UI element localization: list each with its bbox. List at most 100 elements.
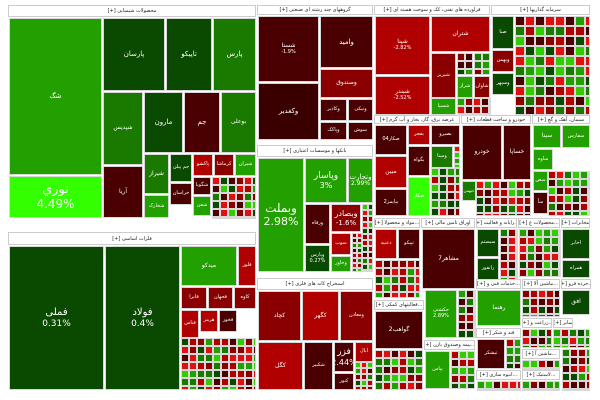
small-stock-tile[interactable] xyxy=(565,56,575,66)
small-stock-tile[interactable] xyxy=(556,187,564,195)
small-stock-tile[interactable] xyxy=(559,269,561,277)
small-stock-tile[interactable] xyxy=(514,347,521,355)
small-stock-tile[interactable] xyxy=(357,248,362,253)
small-stock-tile[interactable] xyxy=(482,61,490,69)
small-stock-tile[interactable] xyxy=(355,362,361,368)
small-stock-tile[interactable] xyxy=(538,345,546,348)
small-stock-tile[interactable] xyxy=(548,203,556,211)
small-stock-tile[interactable] xyxy=(489,106,491,114)
small-stock-tile[interactable] xyxy=(556,211,564,216)
small-stock-tile[interactable] xyxy=(407,366,415,374)
small-stock-tile[interactable] xyxy=(500,213,508,216)
sector-header-food[interactable]: ...محصولات غ [+] xyxy=(518,218,560,228)
small-stock-tile[interactable] xyxy=(447,208,455,216)
small-stock-tile[interactable] xyxy=(482,53,490,61)
small-stock-tile[interactable] xyxy=(516,229,518,237)
small-stock-tile[interactable] xyxy=(455,200,460,208)
stock-tile-saveh[interactable]: ساوه xyxy=(533,149,553,170)
small-stock-tile[interactable] xyxy=(473,114,481,116)
small-stock-tile[interactable] xyxy=(465,98,473,106)
small-stock-tile[interactable] xyxy=(368,210,373,216)
small-stock-tile[interactable] xyxy=(355,368,361,374)
small-stock-tile[interactable] xyxy=(236,209,244,217)
small-stock-tile[interactable] xyxy=(546,381,554,389)
stock-tile-folouz[interactable]: فلوز xyxy=(238,246,256,286)
small-stock-tile[interactable] xyxy=(197,378,205,386)
stock-tile-bgavah[interactable]: بگواه xyxy=(408,146,430,176)
small-stock-tile[interactable] xyxy=(516,237,518,245)
small-stock-tile[interactable] xyxy=(578,365,586,373)
small-stock-tile[interactable] xyxy=(399,276,407,284)
small-stock-tile[interactable] xyxy=(492,189,500,197)
small-stock-tile[interactable] xyxy=(545,106,555,115)
small-stock-tile[interactable] xyxy=(361,380,367,386)
small-stock-tile[interactable] xyxy=(457,61,465,69)
small-stock-tile[interactable] xyxy=(538,337,546,345)
stock-tile-shetran[interactable]: شتران xyxy=(431,16,490,52)
stock-tile-ebal[interactable]: ابال xyxy=(355,342,373,362)
small-stock-tile[interactable] xyxy=(546,360,554,368)
small-stock-tile[interactable] xyxy=(515,26,525,36)
stock-tile-vkhavar[interactable]: وخاور xyxy=(331,256,351,272)
stock-tile-bouali[interactable]: بوعلی xyxy=(221,92,256,153)
stock-tile-bpaymz2[interactable]: بپایمز2 xyxy=(375,189,407,216)
small-stock-tile[interactable] xyxy=(229,338,237,346)
small-stock-tile[interactable] xyxy=(415,366,423,374)
small-stock-tile[interactable] xyxy=(205,370,213,378)
small-stock-tile[interactable] xyxy=(578,373,586,381)
sector-header-rubber[interactable]: ...لاستیک [+] xyxy=(522,370,560,380)
small-stock-tile[interactable] xyxy=(527,253,535,261)
small-stock-tile[interactable] xyxy=(455,176,460,184)
small-stock-tile[interactable] xyxy=(362,234,368,240)
small-stock-tile[interactable] xyxy=(575,96,585,106)
small-stock-tile[interactable] xyxy=(447,184,455,192)
small-stock-tile[interactable] xyxy=(352,233,357,238)
small-stock-tile[interactable] xyxy=(474,61,482,69)
small-stock-tile[interactable] xyxy=(554,360,560,368)
small-stock-tile[interactable] xyxy=(545,76,555,86)
small-stock-tile[interactable] xyxy=(580,203,588,211)
small-stock-tile[interactable] xyxy=(515,96,525,106)
stock-tile-shag[interactable]: شگ xyxy=(9,18,102,175)
stock-tile-hamrah[interactable]: همراه xyxy=(562,260,590,278)
small-stock-tile[interactable] xyxy=(485,389,493,391)
small-stock-tile[interactable] xyxy=(554,290,560,298)
small-stock-tile[interactable] xyxy=(543,245,551,253)
small-stock-tile[interactable] xyxy=(205,386,213,390)
small-stock-tile[interactable] xyxy=(253,378,256,386)
sector-header-mining[interactable]: استخراج کانه های فلزی [+] xyxy=(257,278,373,290)
small-stock-tile[interactable] xyxy=(368,228,373,234)
small-stock-tile[interactable] xyxy=(586,381,590,389)
small-stock-tile[interactable] xyxy=(515,46,525,56)
small-stock-tile[interactable] xyxy=(399,284,407,292)
small-stock-tile[interactable] xyxy=(236,193,244,201)
small-stock-tile[interactable] xyxy=(519,245,527,253)
small-stock-tile[interactable] xyxy=(383,350,391,358)
stock-tile-kanor[interactable]: کنور xyxy=(334,373,354,390)
small-stock-tile[interactable] xyxy=(375,260,383,268)
small-stock-tile[interactable] xyxy=(465,69,473,75)
sector-header-auto[interactable]: خودرو و ساخت قطعات [+] xyxy=(461,115,531,124)
small-stock-tile[interactable] xyxy=(545,56,555,66)
small-stock-tile[interactable] xyxy=(391,358,399,366)
small-stock-tile[interactable] xyxy=(431,200,439,208)
small-stock-tile[interactable] xyxy=(535,56,545,66)
small-stock-tile[interactable] xyxy=(492,205,500,213)
stock-tile-kermasha[interactable]: کرماشا xyxy=(214,154,234,176)
small-stock-tile[interactable] xyxy=(357,238,362,243)
small-stock-tile[interactable] xyxy=(197,338,205,346)
small-stock-tile[interactable] xyxy=(586,373,590,381)
small-stock-tile[interactable] xyxy=(213,370,221,378)
small-stock-tile[interactable] xyxy=(572,171,580,179)
small-stock-tile[interactable] xyxy=(524,197,531,205)
small-stock-tile[interactable] xyxy=(368,234,373,240)
stock-tile-ofogh[interactable]: افق xyxy=(562,290,590,315)
stock-tile-shebandar[interactable]: شبندر -2.52% xyxy=(375,76,430,115)
small-stock-tile[interactable] xyxy=(586,389,590,391)
small-stock-tile[interactable] xyxy=(391,292,399,298)
small-stock-tile[interactable] xyxy=(415,292,420,298)
small-stock-tile[interactable] xyxy=(458,322,466,330)
small-stock-tile[interactable] xyxy=(585,26,590,36)
stock-tile-shefan[interactable]: شفن xyxy=(193,196,211,216)
small-stock-tile[interactable] xyxy=(493,389,501,391)
